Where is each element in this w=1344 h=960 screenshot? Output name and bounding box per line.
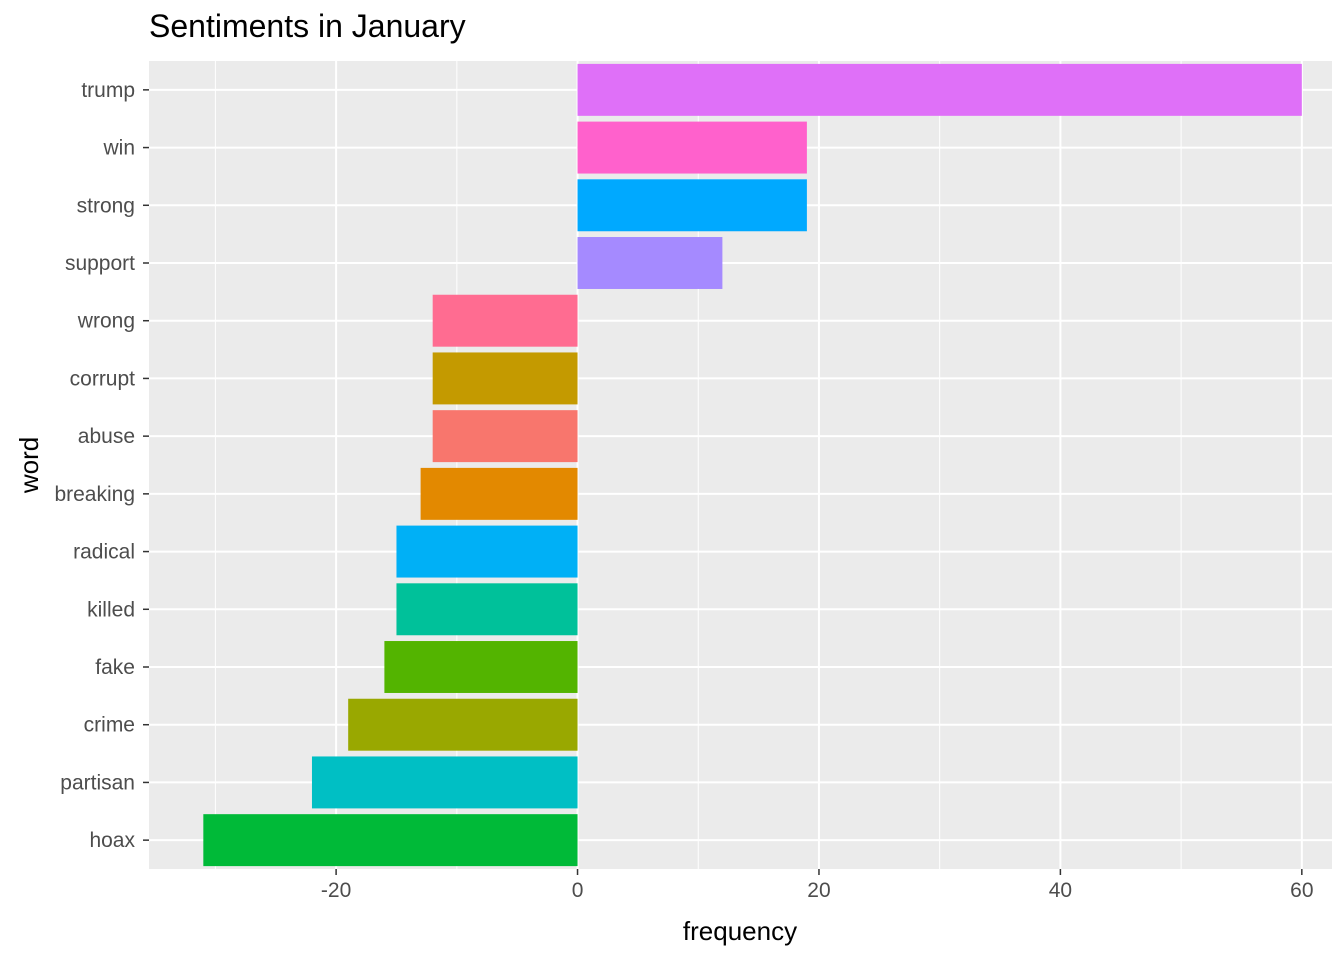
y-tick-label: crime xyxy=(84,714,135,737)
axis-ticks xyxy=(143,89,1303,875)
y-tick-label: corrupt xyxy=(70,367,136,390)
y-axis-title: word xyxy=(14,437,44,494)
y-tick-label: breaking xyxy=(54,483,135,506)
y-tick-label: strong xyxy=(77,194,135,217)
x-axis-title: frequency xyxy=(683,916,797,946)
y-tick-label: killed xyxy=(87,598,135,621)
bar-partisan xyxy=(311,756,578,809)
x-tick-label: 60 xyxy=(1290,879,1313,902)
y-tick-label: hoax xyxy=(89,829,135,852)
x-axis-tick-labels: -20 0 20 40 60 xyxy=(321,879,1314,902)
bar-win xyxy=(577,121,807,174)
bar-breaking xyxy=(420,467,578,520)
y-tick-label: partisan xyxy=(60,771,135,794)
x-tick-label: 40 xyxy=(1049,879,1072,902)
bar-strong xyxy=(577,179,807,232)
bar-corrupt xyxy=(432,352,578,405)
bar-killed xyxy=(396,583,578,636)
y-tick-label: support xyxy=(65,252,135,275)
y-tick-label: fake xyxy=(95,656,135,679)
bar-wrong xyxy=(432,294,578,347)
x-tick-label: 0 xyxy=(572,879,584,902)
bar-fake xyxy=(384,641,578,693)
chart-title: Sentiments in January xyxy=(149,8,466,44)
y-axis-tick-labels: trump win strong support wrong corrupt abuse br… xyxy=(54,79,135,852)
y-tick-label: win xyxy=(102,137,135,160)
bar-abuse xyxy=(432,410,578,463)
y-tick-label: radical xyxy=(73,541,135,564)
bar-hoax xyxy=(203,814,578,867)
bar-crime xyxy=(348,698,578,751)
y-tick-label: abuse xyxy=(78,425,135,448)
bar-trump xyxy=(577,63,1302,116)
x-tick-label: -20 xyxy=(321,879,351,902)
x-tick-label: 20 xyxy=(807,879,830,902)
bars xyxy=(203,63,1302,867)
y-tick-label: trump xyxy=(81,79,135,102)
bar-radical xyxy=(396,525,578,578)
bar-support xyxy=(577,237,723,289)
y-tick-label: wrong xyxy=(77,310,135,333)
